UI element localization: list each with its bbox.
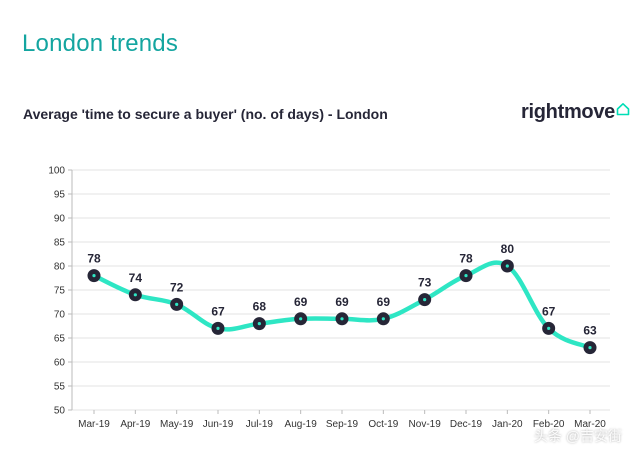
data-point-center	[175, 302, 179, 306]
brand-name: rightmove	[521, 101, 615, 123]
data-point-center	[464, 274, 468, 278]
data-point-center	[340, 317, 344, 321]
x-axis-ticks: Mar-19 Apr-19 May-19 Jun-19 Jul-19 Aug-19 Sep-…	[78, 410, 606, 430]
data-point-center	[216, 326, 220, 330]
chart-title: Average 'time to secure a buyer' (no. of…	[23, 106, 388, 122]
data-labels: 78 74 72 67 68 69 69 69 73 78 80 67 63	[87, 242, 597, 338]
x-tick-label: Jul-19	[246, 419, 274, 430]
data-label: 78	[87, 252, 101, 266]
y-tick-label: 85	[54, 238, 66, 249]
data-label: 74	[129, 271, 143, 285]
x-tick-label: Mar-19	[78, 419, 110, 430]
data-points	[87, 259, 597, 355]
brand-logo: rightmove	[521, 101, 630, 124]
y-tick-label: 60	[54, 358, 66, 369]
data-point-center	[133, 293, 137, 297]
data-label: 67	[542, 304, 556, 318]
data-label: 78	[459, 252, 473, 266]
x-tick-label: Sep-19	[326, 419, 359, 430]
data-point-center	[547, 326, 551, 330]
data-label: 63	[583, 324, 597, 338]
data-label: 68	[253, 300, 267, 314]
y-axis-ticks: 50 55 60 65 70 75 80 85 90 95 100	[48, 166, 65, 417]
x-tick-label: Oct-19	[368, 419, 398, 430]
data-label: 72	[170, 280, 184, 294]
y-tick-label: 75	[54, 286, 66, 297]
x-tick-label: Jan-20	[492, 419, 523, 430]
y-tick-label: 95	[54, 190, 66, 201]
x-tick-label: Apr-19	[120, 419, 150, 430]
watermark: 头条 @吉安街	[533, 428, 622, 444]
x-tick-label: Aug-19	[285, 419, 318, 430]
data-label: 67	[211, 304, 225, 318]
data-point-center	[257, 322, 261, 326]
y-tick-label: 70	[54, 310, 66, 321]
data-label: 69	[377, 295, 391, 309]
data-point-center	[505, 264, 509, 268]
data-label: 80	[501, 242, 515, 256]
data-label: 69	[294, 295, 308, 309]
page-title: London trends	[22, 30, 179, 57]
y-tick-label: 65	[54, 334, 66, 345]
gridlines	[68, 169, 610, 411]
data-label: 69	[335, 295, 349, 309]
data-point-center	[588, 346, 592, 350]
x-tick-label: Jun-19	[203, 419, 234, 430]
data-point-center	[299, 317, 303, 321]
y-tick-label: 50	[54, 406, 66, 417]
x-tick-label: Nov-19	[409, 419, 442, 430]
x-tick-label: Feb-20	[533, 419, 565, 430]
house-outline-icon	[616, 103, 630, 116]
x-tick-label: May-19	[160, 419, 194, 430]
data-point-center	[381, 317, 385, 321]
x-tick-label: Dec-19	[450, 419, 483, 430]
data-label: 73	[418, 276, 432, 290]
y-tick-label: 100	[48, 166, 65, 177]
data-point-center	[423, 298, 427, 302]
y-tick-label: 55	[54, 382, 66, 393]
x-tick-label: Mar-20	[574, 419, 606, 430]
data-point-center	[92, 274, 96, 278]
y-tick-label: 90	[54, 214, 66, 225]
y-tick-label: 80	[54, 262, 66, 273]
